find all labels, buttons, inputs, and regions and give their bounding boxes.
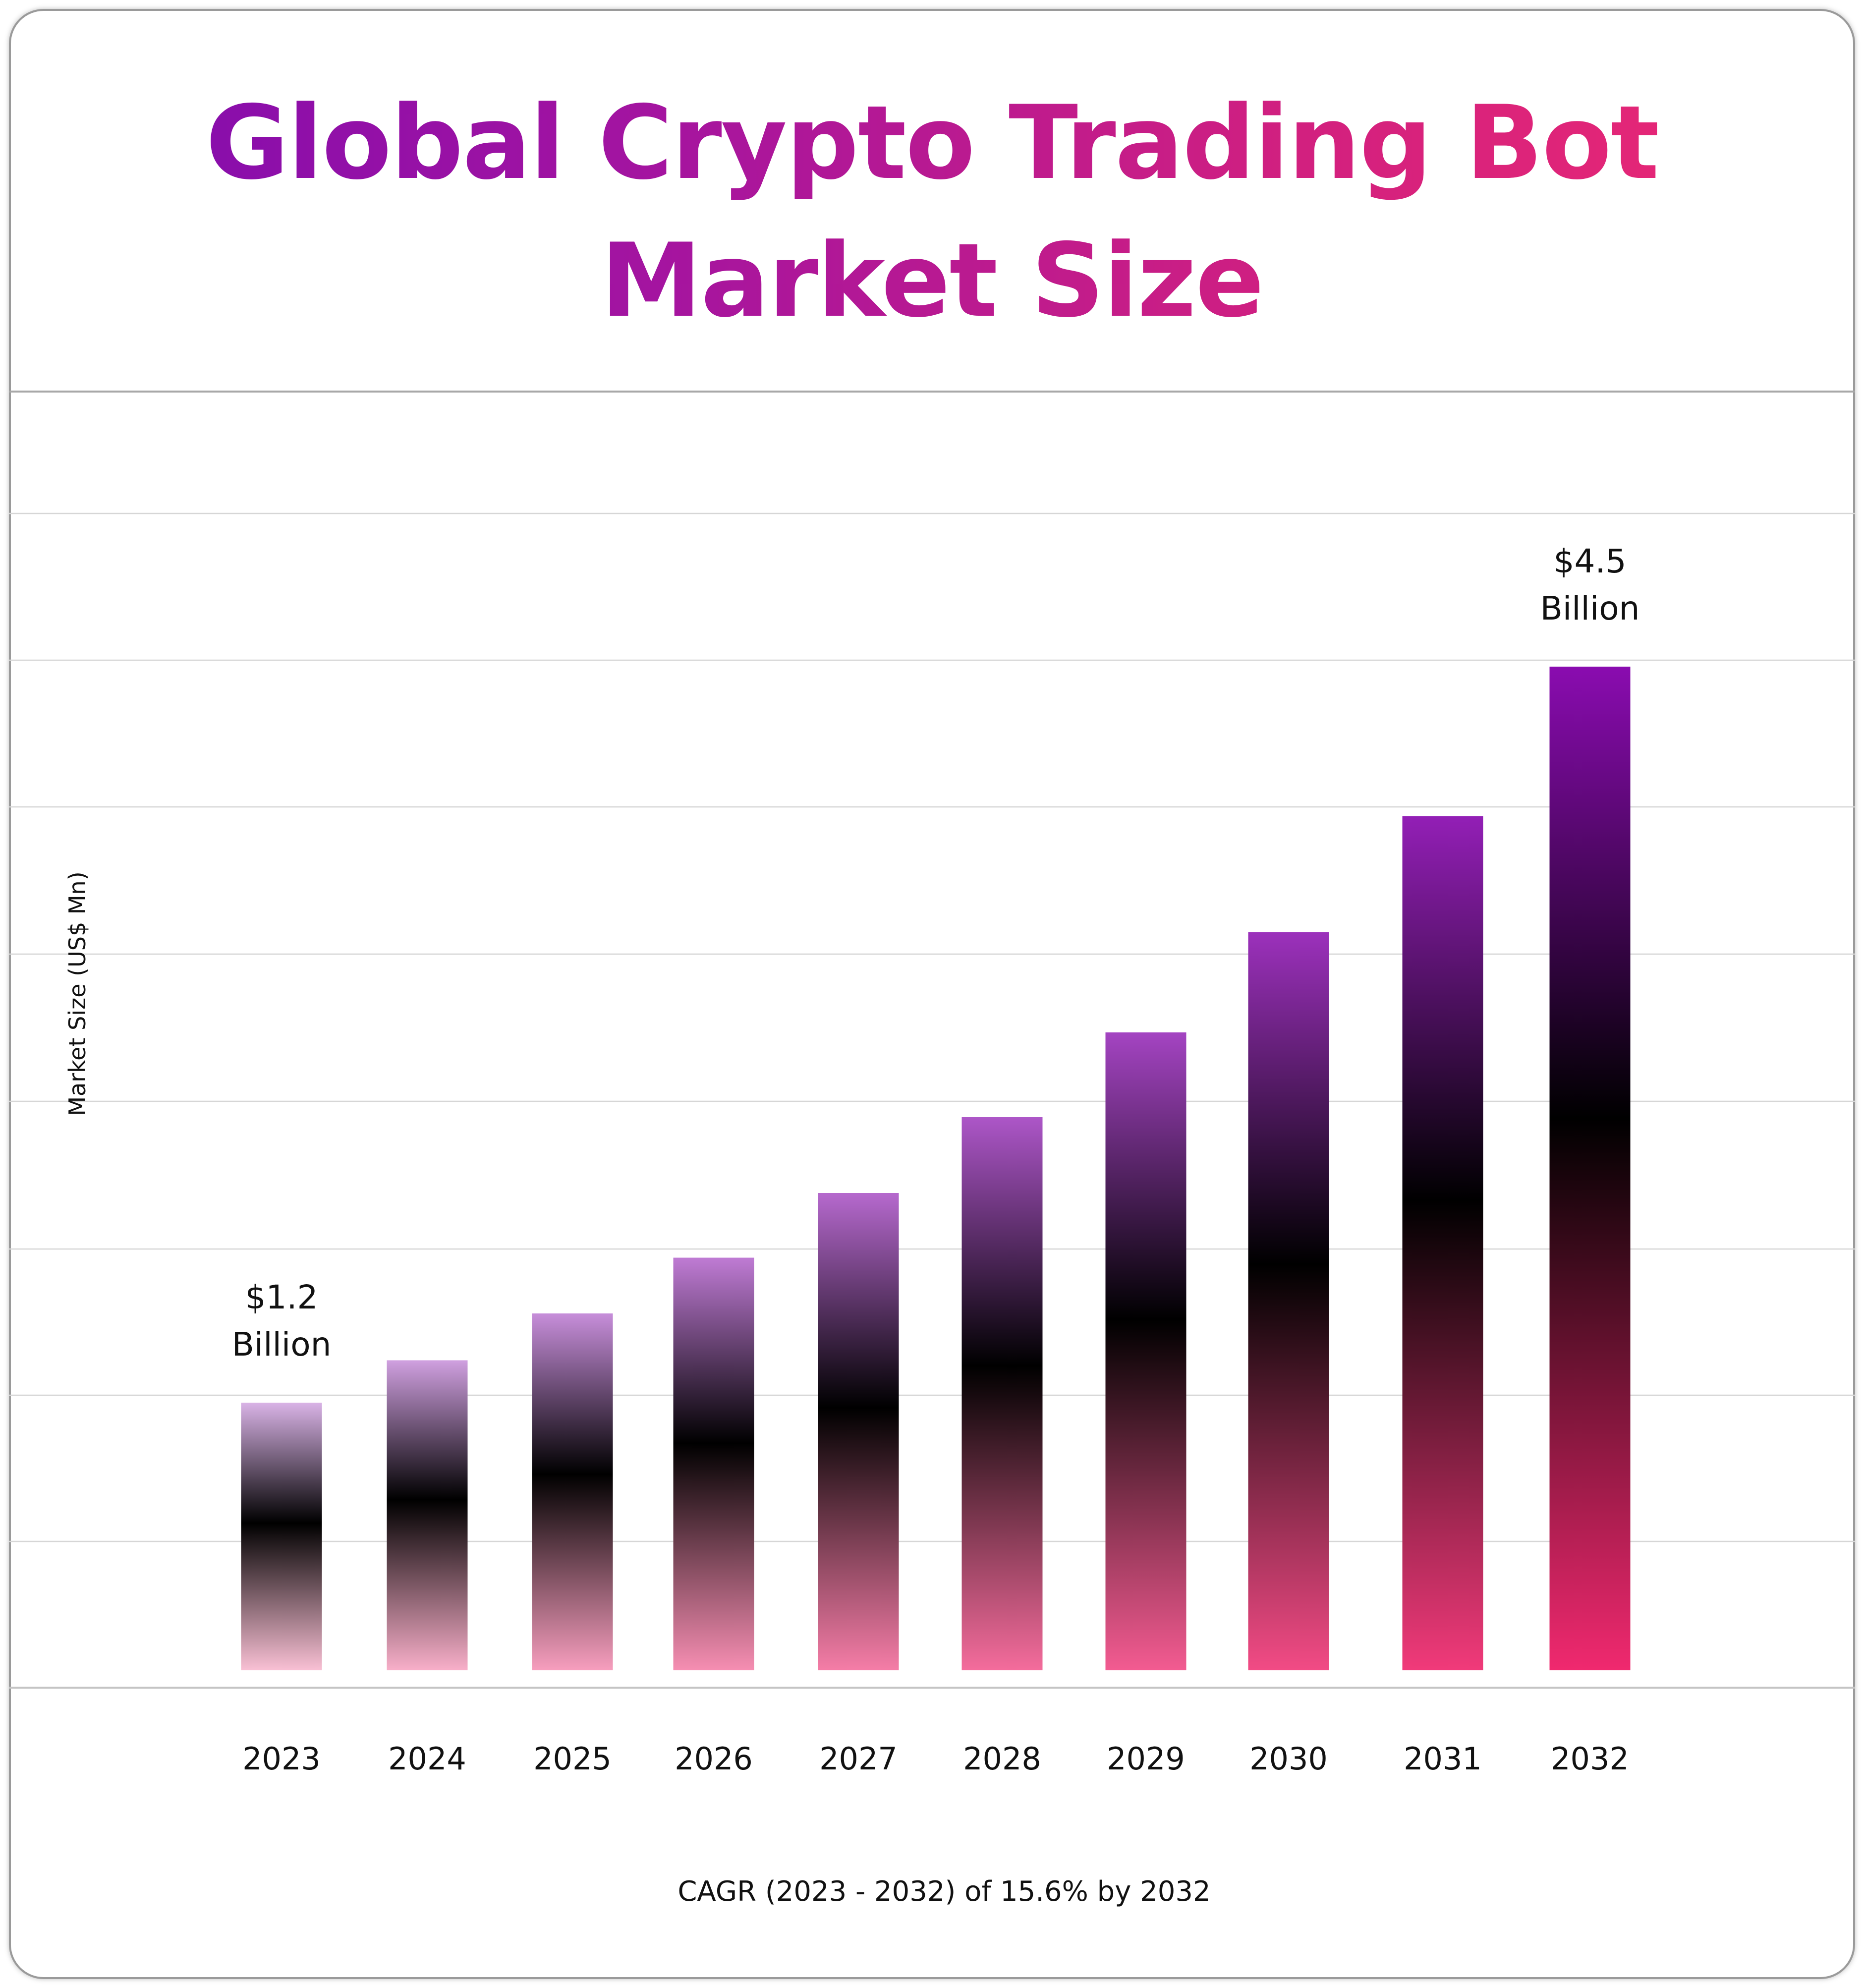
x-tick-label: 2024 xyxy=(388,1741,466,1777)
bar-2032 xyxy=(1549,667,1631,1670)
title-line-2: Market Size xyxy=(0,212,1864,350)
bars xyxy=(241,667,1631,1670)
x-tick-label: 2032 xyxy=(1551,1741,1629,1777)
title-line-1: Global Crypto Trading Bot xyxy=(0,74,1864,212)
x-tick-label: 2027 xyxy=(819,1741,898,1777)
bar-2028 xyxy=(961,1117,1043,1670)
chart-title: Global Crypto Trading Bot Market Size xyxy=(0,74,1864,350)
bar-2023 xyxy=(241,1403,322,1670)
y-axis-label: Market Size (US$ Mn) xyxy=(64,871,91,1116)
x-tick-label: 2030 xyxy=(1249,1741,1328,1777)
data-label-unit: Billion xyxy=(1540,589,1640,627)
cagr-footer: CAGR (2023 - 2032) of 15.6% by 2032 xyxy=(678,1875,1210,1908)
bar-2027 xyxy=(818,1193,899,1670)
x-tick-label: 2026 xyxy=(675,1741,753,1777)
data-labels: $1.2 Billion $4.5 Billion xyxy=(232,542,1640,1363)
x-tick-label: 2028 xyxy=(963,1741,1041,1777)
x-tick-label: 2029 xyxy=(1107,1741,1185,1777)
x-tick-label: 2031 xyxy=(1404,1741,1482,1777)
data-label-unit: Billion xyxy=(232,1325,332,1363)
data-label-value: $1.2 xyxy=(245,1278,318,1316)
x-tick-labels: 2023 2024 2025 2026 2027 2028 2029 2030 2031 2032 xyxy=(242,1741,1629,1777)
bar-2025 xyxy=(532,1313,613,1670)
bar-2031 xyxy=(1402,816,1483,1670)
bar-2024 xyxy=(387,1360,468,1670)
bar-2030 xyxy=(1248,932,1329,1670)
x-tick-label: 2025 xyxy=(533,1741,612,1777)
data-label-value: $4.5 xyxy=(1554,542,1627,580)
x-tick-label: 2023 xyxy=(242,1741,321,1777)
title-divider xyxy=(9,391,1855,393)
bar-2026 xyxy=(673,1257,754,1670)
gridlines xyxy=(9,512,1855,1689)
bar-2029 xyxy=(1105,1032,1186,1670)
